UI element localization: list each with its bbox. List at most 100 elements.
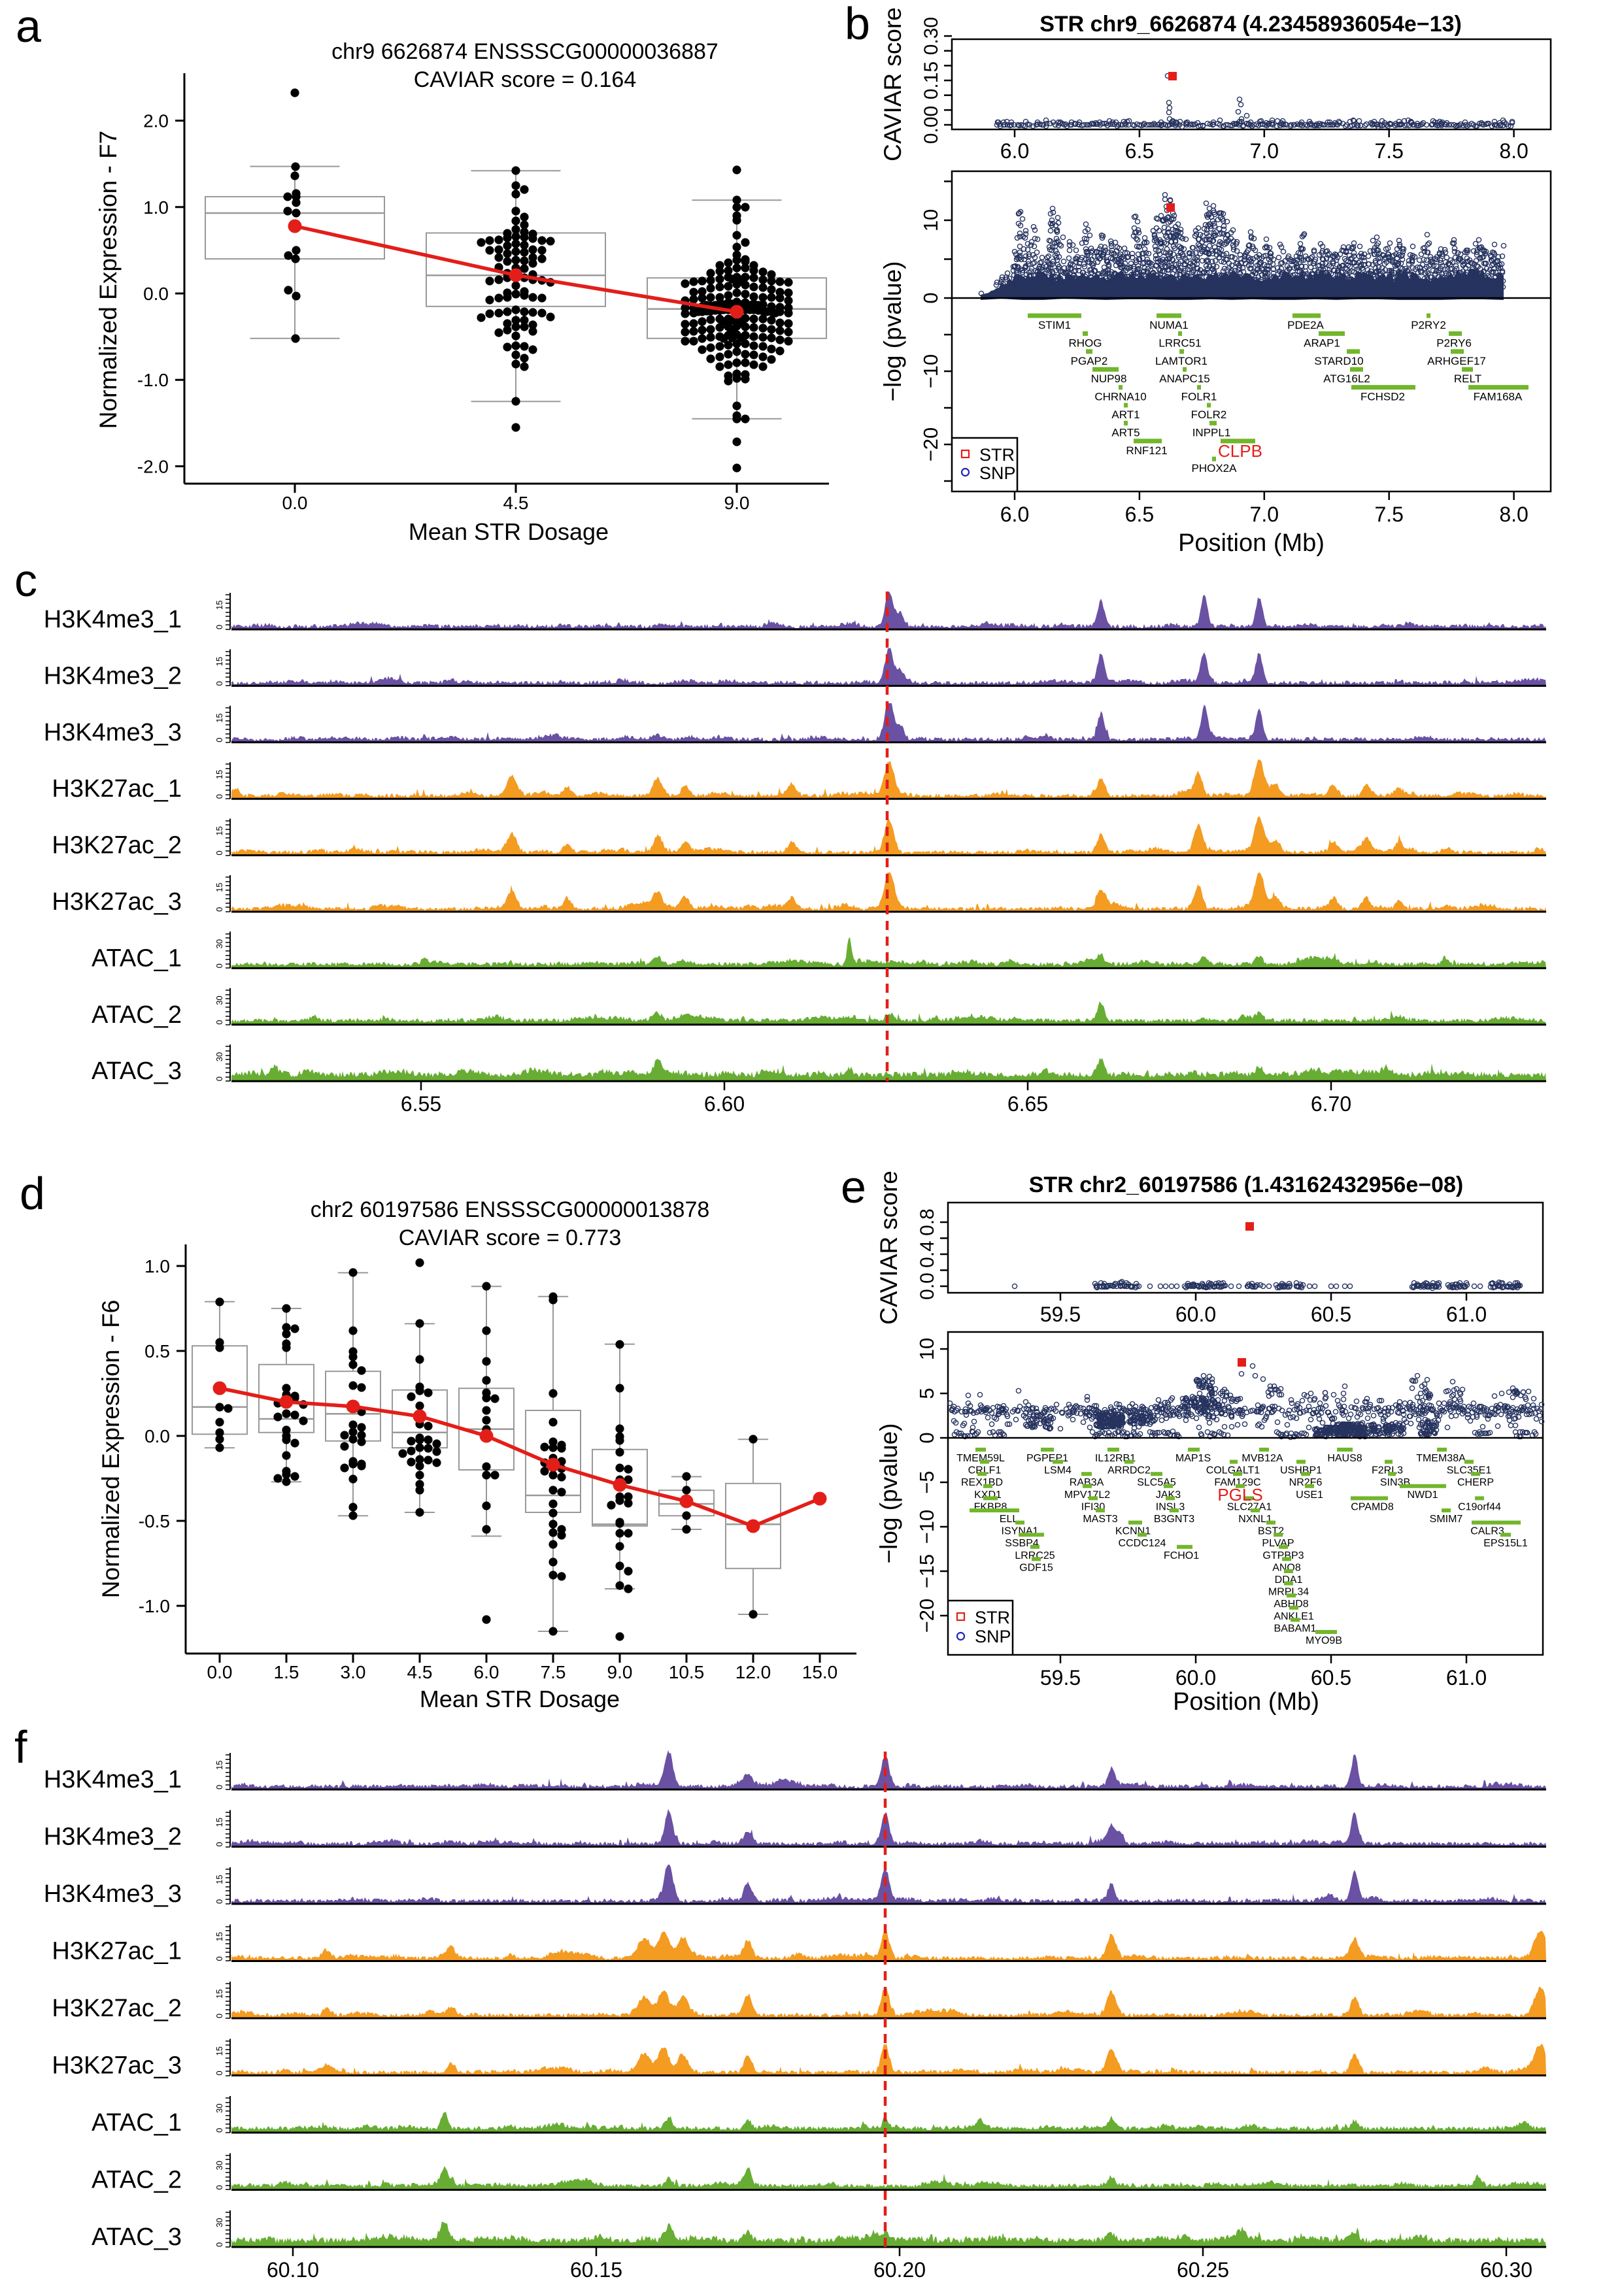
svg-text:NUMA1: NUMA1 <box>1149 319 1189 331</box>
svg-text:0: 0 <box>214 625 224 629</box>
svg-text:STR chr2_60197586 (1.431624329: STR chr2_60197586 (1.43162432956e−08) <box>1029 1173 1463 1197</box>
svg-text:ART5: ART5 <box>1111 426 1140 439</box>
svg-text:0: 0 <box>214 1956 224 1961</box>
svg-text:−20: −20 <box>919 427 942 462</box>
svg-text:H3K4me3_3: H3K4me3_3 <box>44 719 182 746</box>
svg-text:60.20: 60.20 <box>873 2258 926 2282</box>
svg-text:a: a <box>16 1 41 52</box>
svg-text:0: 0 <box>919 292 942 303</box>
svg-text:0: 0 <box>214 794 224 799</box>
svg-text:PGAP2: PGAP2 <box>1071 355 1108 367</box>
svg-text:0: 0 <box>214 1785 224 1789</box>
svg-text:LAMTOR1: LAMTOR1 <box>1155 355 1208 367</box>
svg-text:7.0: 7.0 <box>1250 503 1279 526</box>
svg-text:15: 15 <box>214 1932 224 1941</box>
svg-text:-1.0: -1.0 <box>139 1596 170 1616</box>
svg-text:TMEM59L: TMEM59L <box>956 1453 1005 1464</box>
svg-text:H3K4me3_2: H3K4me3_2 <box>44 662 182 690</box>
svg-text:CLPB: CLPB <box>1218 441 1262 461</box>
svg-text:0: 0 <box>214 1020 224 1025</box>
svg-text:2.0: 2.0 <box>143 111 169 131</box>
svg-text:H3K4me3_1: H3K4me3_1 <box>44 1766 182 1793</box>
svg-text:6.5: 6.5 <box>1125 139 1154 163</box>
svg-text:CPAMD8: CPAMD8 <box>1351 1501 1394 1512</box>
svg-text:REX1BD: REX1BD <box>961 1477 1003 1488</box>
svg-text:0: 0 <box>214 1842 224 1846</box>
svg-text:ARHGEF17: ARHGEF17 <box>1427 355 1486 367</box>
svg-text:-2.0: -2.0 <box>137 456 169 476</box>
svg-text:0: 0 <box>214 2128 224 2133</box>
svg-text:F2RL3: F2RL3 <box>1372 1465 1403 1476</box>
svg-text:1.0: 1.0 <box>143 197 169 218</box>
svg-text:60.25: 60.25 <box>1177 2258 1229 2282</box>
svg-text:USE1: USE1 <box>1296 1489 1323 1501</box>
svg-text:60.15: 60.15 <box>570 2258 622 2282</box>
svg-text:12.0: 12.0 <box>735 1662 771 1682</box>
svg-text:6.5: 6.5 <box>1125 503 1154 526</box>
svg-text:MRPL34: MRPL34 <box>1268 1587 1309 1598</box>
svg-text:PHOX2A: PHOX2A <box>1192 462 1238 474</box>
svg-text:5: 5 <box>915 1388 938 1399</box>
svg-text:ANAPC15: ANAPC15 <box>1159 373 1209 385</box>
svg-text:15: 15 <box>214 713 224 722</box>
svg-text:7.5: 7.5 <box>1374 139 1403 163</box>
svg-text:STIM1: STIM1 <box>1038 319 1071 331</box>
svg-text:7.5: 7.5 <box>541 1662 566 1682</box>
svg-text:SNP: SNP <box>975 1627 1011 1646</box>
svg-text:MAST3: MAST3 <box>1083 1514 1117 1525</box>
svg-text:STR: STR <box>979 445 1015 465</box>
svg-text:SNP: SNP <box>979 463 1016 483</box>
svg-text:PDE2A: PDE2A <box>1287 319 1324 331</box>
svg-text:−10: −10 <box>915 1510 938 1544</box>
svg-text:EPS15L1: EPS15L1 <box>1483 1538 1528 1549</box>
svg-text:6.70: 6.70 <box>1311 1092 1351 1116</box>
svg-text:ARRDC2: ARRDC2 <box>1107 1465 1151 1476</box>
svg-text:−log (pvalue): −log (pvalue) <box>879 261 906 402</box>
svg-text:0.0: 0.0 <box>144 1426 170 1446</box>
svg-text:H3K4me3_3: H3K4me3_3 <box>44 1880 182 1908</box>
svg-text:H3K27ac_2: H3K27ac_2 <box>52 832 182 859</box>
svg-text:30: 30 <box>214 939 224 948</box>
svg-text:0: 0 <box>214 1076 224 1081</box>
svg-text:ATG16L2: ATG16L2 <box>1323 373 1370 385</box>
svg-text:LRRC25: LRRC25 <box>1015 1550 1055 1561</box>
svg-text:10.5: 10.5 <box>669 1662 705 1682</box>
svg-text:15: 15 <box>214 883 224 892</box>
svg-text:15: 15 <box>214 770 224 779</box>
svg-text:SLC35E1: SLC35E1 <box>1447 1465 1492 1476</box>
svg-text:B3GNT3: B3GNT3 <box>1154 1514 1194 1525</box>
svg-text:4.5: 4.5 <box>503 493 529 513</box>
svg-text:CAVIAR score = 0.773: CAVIAR score = 0.773 <box>399 1225 621 1250</box>
svg-text:0: 0 <box>214 963 224 968</box>
svg-text:DDA1: DDA1 <box>1275 1574 1303 1586</box>
svg-text:COLGALT1: COLGALT1 <box>1206 1465 1260 1476</box>
svg-text:30: 30 <box>214 2161 224 2170</box>
svg-text:MVB12A: MVB12A <box>1242 1453 1283 1464</box>
svg-text:0: 0 <box>214 2071 224 2075</box>
svg-text:0.5: 0.5 <box>144 1341 170 1361</box>
svg-text:-1.0: -1.0 <box>137 370 169 390</box>
svg-text:0.0: 0.0 <box>282 493 308 513</box>
svg-text:H3K27ac_3: H3K27ac_3 <box>52 888 182 916</box>
svg-text:C19orf44: C19orf44 <box>1458 1501 1501 1512</box>
svg-text:f: f <box>14 1722 27 1772</box>
svg-text:6.0: 6.0 <box>474 1662 499 1682</box>
svg-text:15: 15 <box>214 2046 224 2055</box>
svg-text:CAVIAR score: CAVIAR score <box>879 7 906 161</box>
svg-text:−5: −5 <box>915 1471 938 1493</box>
svg-text:GDF15: GDF15 <box>1019 1562 1053 1573</box>
svg-text:NWD1: NWD1 <box>1407 1489 1438 1501</box>
svg-text:4.5: 4.5 <box>407 1662 433 1682</box>
svg-text:7.5: 7.5 <box>1374 503 1403 526</box>
svg-text:Normalized Expression - F7: Normalized Expression - F7 <box>95 131 122 429</box>
svg-text:59.5: 59.5 <box>1040 1666 1081 1689</box>
svg-text:FOLR2: FOLR2 <box>1191 408 1227 421</box>
svg-text:ATAC_3: ATAC_3 <box>92 2223 182 2251</box>
svg-text:H3K27ac_1: H3K27ac_1 <box>52 775 182 803</box>
svg-text:SLC27A1: SLC27A1 <box>1227 1501 1272 1512</box>
svg-text:ARAP1: ARAP1 <box>1304 337 1340 349</box>
svg-text:RAB3A: RAB3A <box>1070 1477 1104 1488</box>
svg-text:0: 0 <box>214 850 224 855</box>
svg-text:8.0: 8.0 <box>1499 503 1528 526</box>
svg-text:LSM4: LSM4 <box>1044 1465 1072 1476</box>
